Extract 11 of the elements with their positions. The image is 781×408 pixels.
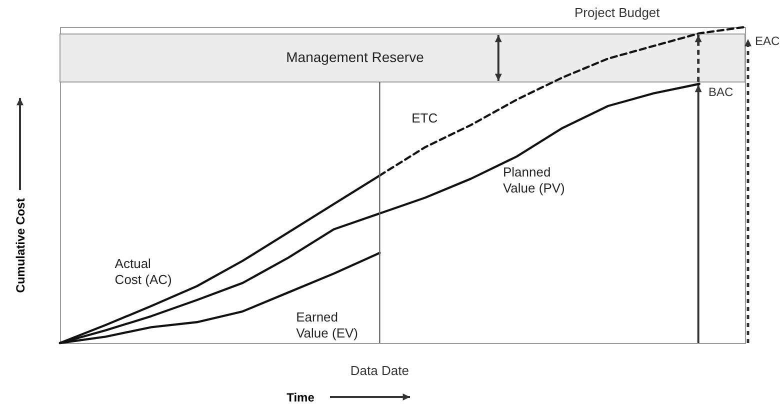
series-label: Planned Value (PV) xyxy=(502,164,565,196)
series-label: Earned Value (EV) xyxy=(296,310,358,341)
text: EAC xyxy=(755,34,780,48)
annotation: BAC xyxy=(708,84,734,99)
y-axis-title: Cumulative Cost xyxy=(14,198,28,293)
band-label: Management Reserve xyxy=(286,48,424,65)
text: Data Date xyxy=(350,363,409,378)
text: Project Budget xyxy=(574,4,660,20)
series-label: Actual Cost (AC) xyxy=(114,256,172,287)
x-axis-title: Time xyxy=(286,390,315,404)
series-label: ETC xyxy=(412,110,438,126)
